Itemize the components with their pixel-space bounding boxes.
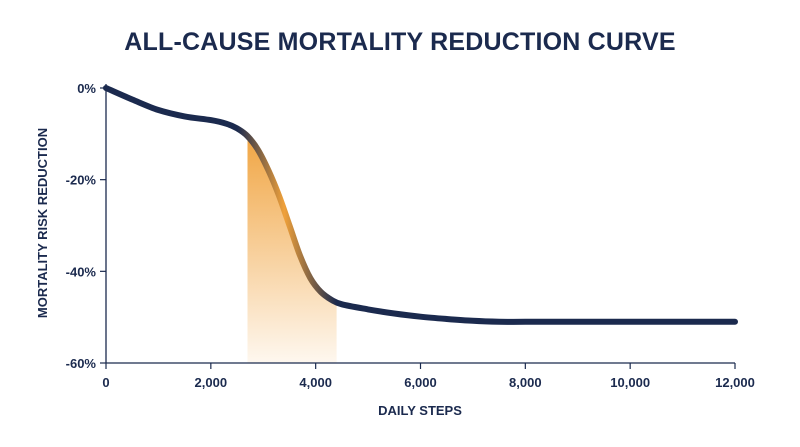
x-tick-label: 8,000 bbox=[509, 375, 542, 390]
y-tick-label: 0% bbox=[77, 81, 96, 96]
x-axis-label: DAILY STEPS bbox=[378, 403, 462, 418]
x-tick-label: 12,000 bbox=[715, 375, 755, 390]
x-tick-label: 10,000 bbox=[610, 375, 650, 390]
x-tick-label: 6,000 bbox=[404, 375, 437, 390]
highlight-area bbox=[247, 136, 337, 363]
mortality-curve-line bbox=[103, 85, 738, 325]
y-tick-label: -40% bbox=[66, 264, 97, 279]
chart-title: ALL-CAUSE MORTALITY REDUCTION CURVE bbox=[124, 28, 676, 56]
y-tick-label: -20% bbox=[66, 173, 97, 188]
x-tick-label: 2,000 bbox=[195, 375, 228, 390]
x-tick-label: 4,000 bbox=[299, 375, 332, 390]
y-tick-label: -60% bbox=[66, 356, 97, 371]
x-tick-label: 0 bbox=[102, 375, 109, 390]
y-axis-label: MORTALITY RISK REDUCTION bbox=[35, 128, 50, 318]
